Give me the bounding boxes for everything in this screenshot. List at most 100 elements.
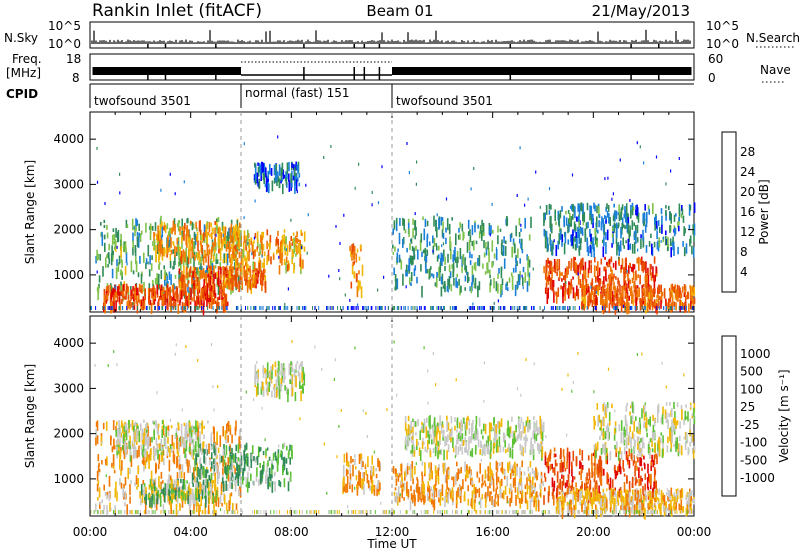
echo-cell [186, 283, 189, 288]
echo-cell [203, 232, 205, 241]
echo-cell [586, 202, 589, 211]
echo-cell [132, 306, 134, 310]
echo-cell [130, 455, 133, 467]
echo-cell [224, 227, 227, 232]
echo-cell [99, 502, 101, 509]
echo-cell [197, 502, 199, 506]
echo-cell [292, 175, 295, 181]
echo-cell [192, 492, 194, 504]
echo-cell [574, 243, 577, 251]
echo-cell [476, 471, 479, 478]
echo-cell [633, 265, 636, 270]
echo-cell [142, 296, 145, 304]
echo-cell [148, 226, 151, 230]
echo-cell [673, 245, 675, 256]
echo-cell [137, 236, 140, 248]
echo-cell [588, 269, 590, 274]
echo-cell [179, 257, 181, 266]
echo-cell [281, 162, 284, 173]
echo-cell [690, 291, 692, 302]
echo-cell [216, 442, 218, 446]
echo-cell [352, 458, 354, 463]
echo-cell [530, 216, 532, 229]
echo-cell [519, 466, 521, 479]
echo-cell [672, 236, 674, 243]
echo-cell [238, 280, 240, 293]
echo-cell [622, 304, 625, 308]
echo-cell [500, 267, 503, 279]
echo-cell [187, 237, 189, 243]
echo-cell [289, 444, 291, 451]
echo-cell [514, 243, 516, 254]
echo-cell [672, 301, 674, 307]
echo-cell [477, 285, 479, 298]
echo-cell [521, 460, 523, 468]
echo-cell [111, 245, 113, 255]
echo-cell [528, 276, 530, 286]
echo-cell [119, 438, 121, 448]
echo-cell [432, 235, 434, 244]
echo-cell [432, 489, 435, 500]
echo-cell [512, 478, 515, 488]
echo-cell [514, 461, 516, 474]
echo-cell [648, 292, 650, 300]
echo-cell [454, 417, 456, 422]
echo-cell [443, 463, 445, 475]
echo-cell [519, 238, 521, 244]
echo-cell [183, 230, 185, 241]
echo-cell [673, 227, 676, 237]
echo-cell [120, 469, 122, 476]
echo-cell [245, 235, 248, 240]
echo-cell [679, 300, 681, 312]
echo-cell [157, 238, 160, 247]
echo-cell [619, 284, 621, 295]
echo-cell [236, 249, 239, 255]
echo-cell [582, 280, 584, 291]
echo-cell [612, 286, 615, 291]
echo-cell [447, 278, 449, 286]
echo-cell [239, 222, 241, 229]
echo-cell [481, 219, 483, 229]
echo-cell [665, 306, 667, 310]
echo-cell [555, 244, 558, 257]
echo-cell [116, 421, 118, 426]
echo-cell [159, 492, 162, 500]
echo-cell [569, 286, 572, 294]
echo-cell [446, 470, 448, 482]
echo-cell [680, 213, 683, 219]
echo-cell [247, 268, 250, 272]
echo-cell [174, 301, 177, 307]
echo-cell [493, 425, 496, 433]
echo-cell [526, 306, 528, 310]
echo-cell [437, 475, 440, 485]
echo-cell [367, 480, 370, 489]
echo-cell [122, 444, 124, 451]
echo-cell [611, 269, 613, 278]
echo-cell [507, 462, 509, 471]
echo-cell [145, 487, 147, 494]
echo-cell [594, 204, 596, 212]
echo-cell [406, 142, 408, 145]
echo-cell [206, 297, 208, 307]
echo-cell [105, 257, 107, 268]
echo-cell [614, 306, 616, 310]
echo-cell [265, 181, 268, 193]
echo-cell [231, 482, 233, 489]
echo-cell [352, 261, 354, 267]
echo-cell [222, 480, 225, 492]
echo-cell [294, 183, 296, 194]
echo-cell [667, 236, 669, 249]
echo-cell [411, 467, 414, 479]
echo-cell [162, 487, 165, 496]
echo-cell [429, 473, 431, 481]
echo-cell [143, 281, 145, 292]
echo-cell [401, 488, 403, 499]
echo-cell [269, 234, 272, 243]
echo-cell [111, 306, 113, 310]
echo-cell [145, 262, 147, 269]
echo-cell [185, 247, 187, 260]
echo-cell [241, 282, 244, 290]
echo-cell [428, 462, 430, 469]
echo-cell [198, 482, 200, 493]
echo-cell [176, 223, 179, 228]
